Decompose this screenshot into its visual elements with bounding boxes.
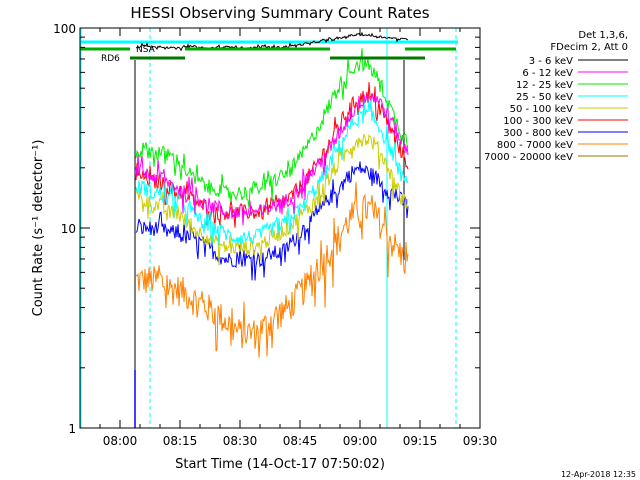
x-tick-label-1: 08:15 xyxy=(163,434,198,448)
series-25-50-kev xyxy=(135,99,409,246)
marker-label-rd6: RD6 xyxy=(101,54,120,64)
y-axis-label: Count Rate (s⁻¹ detector⁻¹) xyxy=(31,140,46,317)
axes: 08:00 08:15 08:30 08:45 09:00 09:15 09:30 1 10 10… xyxy=(53,22,497,448)
legend-label-8: 7000 - 20000 keV xyxy=(484,152,573,163)
chart-title: HESSI Observing Summary Count Rates xyxy=(130,4,429,22)
x-tick-label-6: 09:30 xyxy=(463,434,498,448)
footer-timestamp: 12-Apr-2018 12:35 xyxy=(561,470,636,479)
x-axis-label: Start Time (14-Oct-17 07:50:02) xyxy=(175,457,385,472)
legend-header-0: Det 1,3,6, xyxy=(578,30,628,41)
y-tick-label-0: 1 xyxy=(68,422,76,436)
series-6-12-kev xyxy=(135,93,409,226)
series-800-7000-kev xyxy=(135,181,409,358)
legend-label-4: 50 - 100 keV xyxy=(510,104,574,115)
legend-label-2: 12 - 25 keV xyxy=(516,80,573,91)
legend-label-7: 800 - 7000 keV xyxy=(497,140,573,151)
x-tick-label-2: 08:30 xyxy=(223,434,258,448)
legend-label-6: 300 - 800 keV xyxy=(503,128,573,139)
marker-label-nsa: NSA xyxy=(136,45,156,55)
plot-area: NSA RD6 xyxy=(80,28,458,428)
legend-label-0: 3 - 6 keV xyxy=(529,56,573,67)
x-tick-label-0: 08:00 xyxy=(103,434,138,448)
legend-label-5: 100 - 300 keV xyxy=(503,116,573,127)
x-tick-label-5: 09:15 xyxy=(403,434,438,448)
legend-header-1: FDecim 2, Att 0 xyxy=(550,42,628,53)
legend-label-3: 25 - 50 keV xyxy=(516,92,573,103)
data-group xyxy=(80,28,458,428)
x-tick-label-4: 09:00 xyxy=(343,434,378,448)
series-12-25-kev xyxy=(135,48,409,208)
y-tick-label-1: 10 xyxy=(61,222,76,236)
series-3-6-kev xyxy=(135,31,409,52)
x-tick-label-3: 08:45 xyxy=(283,434,318,448)
series-300-800-kev xyxy=(135,161,409,281)
y-tick-label-2: 100 xyxy=(53,22,76,36)
legend-label-1: 6 - 12 keV xyxy=(522,68,573,79)
